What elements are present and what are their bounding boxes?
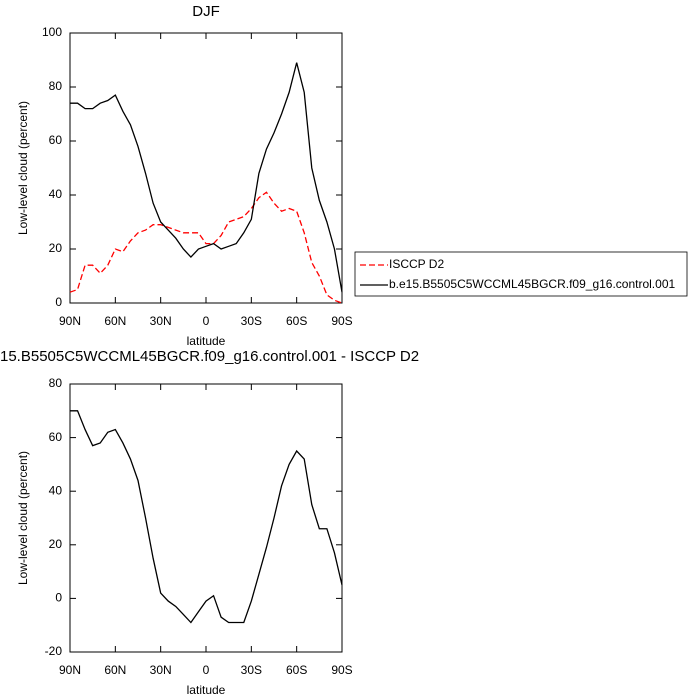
y-tick-label: -20 — [45, 644, 63, 658]
x-axis-label: latitude — [187, 334, 226, 348]
x-tick-label: 90S — [331, 663, 352, 677]
legend-box — [354, 251, 688, 297]
x-tick-label: 30S — [241, 314, 262, 328]
x-tick-label: 90N — [59, 663, 81, 677]
legend-label: b.e15.B5505C5WCCML45BGCR.f09_g16.control… — [389, 277, 675, 291]
data-line — [70, 410, 343, 624]
x-tick-label: 30S — [241, 663, 262, 677]
y-tick-label: 20 — [49, 241, 63, 255]
x-tick-label: 90N — [59, 314, 81, 328]
y-axis-label: Low-level cloud (percent) — [16, 101, 30, 235]
y-tick-label: 40 — [49, 187, 63, 201]
y-tick-label: 80 — [49, 376, 63, 390]
chart-title: DJF — [192, 3, 220, 20]
y-tick-label: 0 — [55, 295, 62, 309]
y-tick-label: 100 — [42, 25, 62, 39]
data-line — [69, 191, 343, 304]
x-tick-label: 0 — [203, 663, 210, 677]
x-tick-label: 60N — [104, 314, 126, 328]
x-tick-label: 30N — [150, 663, 172, 677]
y-tick-label: 80 — [49, 79, 63, 93]
data-line — [70, 62, 343, 293]
x-tick-label: 60S — [286, 663, 307, 677]
chart-title: 15.B5505C5WCCML45BGCR.f09_g16.control.00… — [0, 348, 419, 365]
x-axis-label: latitude — [187, 683, 226, 697]
plot-frame — [69, 32, 343, 304]
y-tick-label: 60 — [49, 430, 63, 444]
y-tick-label: 0 — [55, 591, 62, 605]
x-tick-label: 0 — [203, 314, 210, 328]
plot-frame — [69, 383, 343, 653]
legend-label: ISCCP D2 — [389, 257, 444, 271]
y-tick-label: 60 — [49, 133, 63, 147]
x-tick-label: 90S — [331, 314, 352, 328]
x-tick-label: 30N — [150, 314, 172, 328]
x-tick-label: 60N — [104, 663, 126, 677]
x-tick-label: 60S — [286, 314, 307, 328]
y-tick-label: 20 — [49, 537, 63, 551]
y-tick-label: 40 — [49, 483, 63, 497]
y-axis-label: Low-level cloud (percent) — [16, 451, 30, 585]
